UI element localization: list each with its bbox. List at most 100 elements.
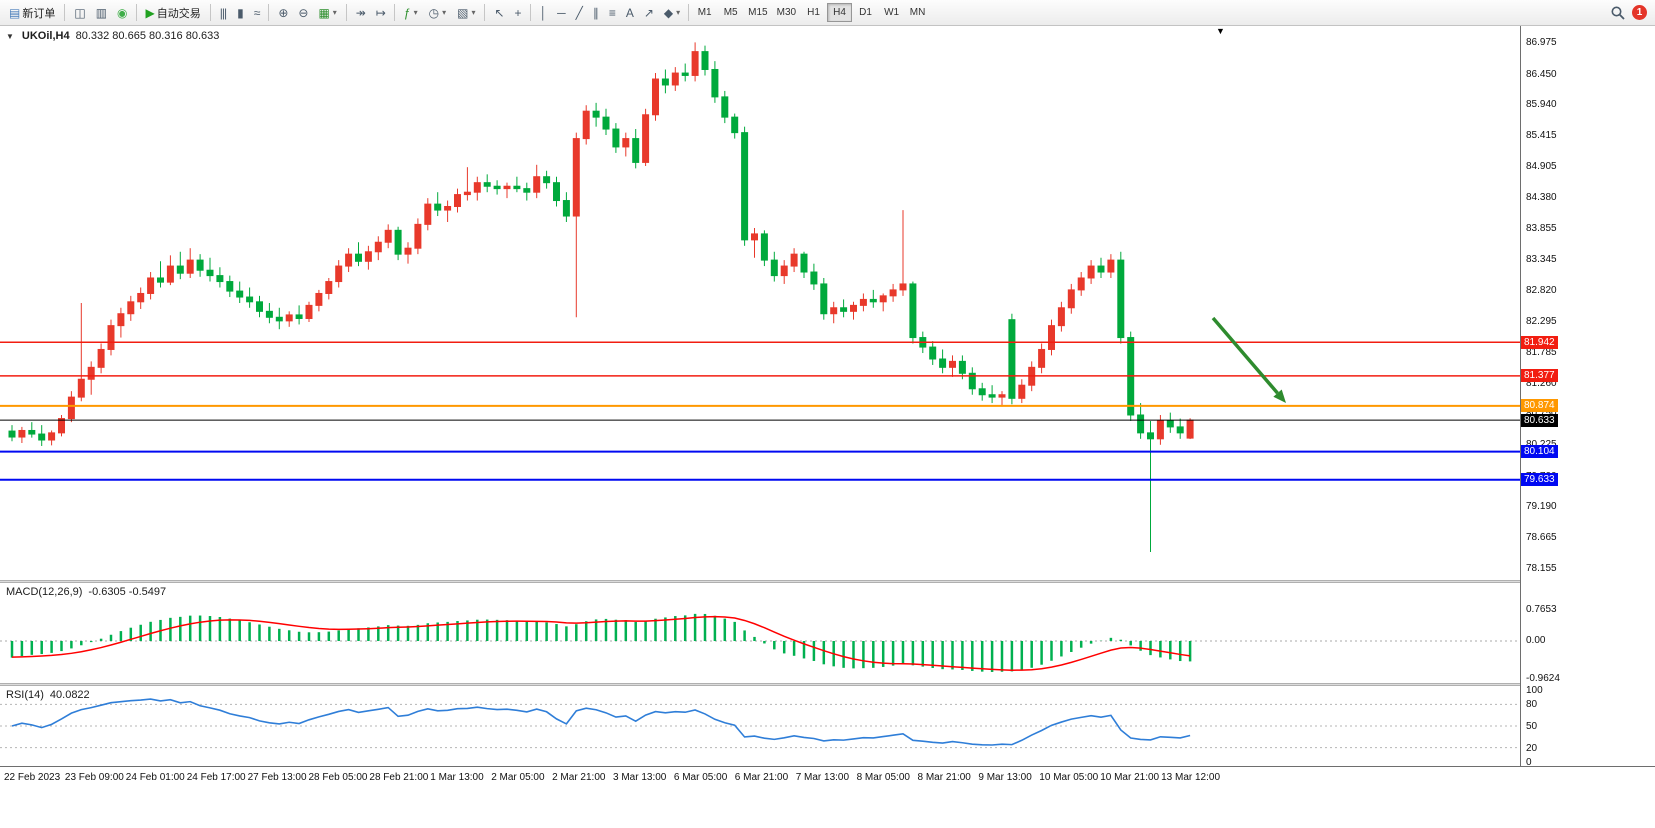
time-axis-scale[interactable]: 22 Feb 2023 23 Feb 09:00 24 Feb 01:00 24 Fe… — [0, 766, 1655, 792]
toolbar-separator — [64, 4, 66, 21]
price-axis-label: 79.190 — [1526, 501, 1557, 513]
channel-button[interactable]: ∥ — [588, 2, 603, 23]
community-button[interactable]: ◉ — [112, 2, 131, 23]
profiles-button[interactable]: ▥ — [91, 2, 111, 23]
rsi-axis-label: 100 — [1526, 685, 1543, 696]
tile-windows-icon: ▦ — [318, 5, 329, 20]
trend-arrow-annotation[interactable] — [1211, 316, 1286, 403]
horizontal-line-button[interactable]: ─ — [552, 2, 570, 23]
text-icon: A — [625, 5, 634, 20]
cursor-icon: ↖ — [494, 5, 504, 20]
time-axis-label: 22 Feb 2023 — [4, 772, 61, 783]
chart-symbol-label: UKOil,H4 — [21, 30, 70, 42]
templates-button[interactable]: ▧ ▾ — [452, 2, 480, 23]
rsi-axis-label: 20 — [1526, 742, 1538, 754]
vertical-line-button[interactable]: │ — [535, 2, 552, 23]
pane-splitter[interactable] — [0, 683, 1655, 686]
timeframe-button-h4[interactable]: H4 — [827, 3, 853, 22]
timeframe-button-m15[interactable]: M15 — [744, 3, 771, 22]
time-axis-label: 2 Mar 21:00 — [552, 772, 606, 783]
candlestick-chart-icon: ▮ — [237, 5, 244, 20]
rsi-canvas[interactable] — [0, 686, 1520, 766]
rsi-label: RSI(14) — [6, 689, 44, 701]
chart-shift-icon: ↦ — [375, 5, 386, 20]
rsi-line — [11, 698, 1191, 746]
auto-trading-button[interactable]: ▶ 自动交易 — [141, 2, 206, 23]
macd-axis-label: 0.7653 — [1526, 604, 1557, 616]
price-line-tag: 80.633 — [1521, 413, 1558, 427]
zoom-out-icon: ⊖ — [298, 5, 308, 20]
timeframe-button-h1[interactable]: H1 — [801, 3, 826, 22]
time-axis-label: 10 Mar 05:00 — [1039, 772, 1099, 783]
fibonacci-icon: ≡ — [608, 5, 616, 20]
toolbar-separator — [209, 4, 211, 21]
shapes-button[interactable]: ◆ ▾ — [659, 2, 685, 23]
crosshair-button[interactable]: + — [510, 2, 526, 23]
macd-axis-label: 0.00 — [1526, 635, 1546, 646]
toolbar-separator — [268, 4, 270, 21]
timeframe-button-mn[interactable]: MN — [905, 3, 930, 22]
periods-button[interactable]: ◷ ▾ — [424, 2, 452, 23]
fibonacci-button[interactable]: ≡ — [604, 2, 620, 23]
toolbar-buttons: ▤ 新订单 ◫ ▥ ◉ ▶ 自动交易 ||| ▮ ≈ ⊕ ⊖ ▦ ▾ ↠ ↦ ƒ ▾ ◷ ▾ ▧ ▾ ↖ + │ ─ ╱ ∥ ≡ A ↗ ◆ ▾ — [4, 2, 685, 23]
candlestick-chart-button[interactable]: ▮ — [232, 2, 248, 23]
new-order-button[interactable]: ▤ 新订单 — [4, 2, 60, 23]
price-chart-canvas[interactable] — [0, 26, 1520, 580]
price-axis-label: 84.905 — [1526, 160, 1557, 172]
timeframe-button-m30[interactable]: M30 — [773, 3, 800, 22]
price-axis-label: 82.295 — [1526, 316, 1557, 328]
timeframe-button-d1[interactable]: D1 — [853, 3, 878, 22]
line-chart-button[interactable]: ≈ — [249, 2, 265, 23]
one-click-trading-toggle-icon[interactable]: ▼ — [6, 31, 14, 41]
macd-axis-label: -0.9624 — [1526, 673, 1560, 685]
trendline-button[interactable]: ╱ — [571, 2, 587, 23]
price-axis-label: 82.820 — [1526, 284, 1557, 296]
new-chart-button[interactable]: ◫ — [69, 2, 89, 23]
tile-windows-button[interactable]: ▦ ▾ — [313, 2, 341, 23]
time-axis-label: 3 Mar 13:00 — [613, 772, 667, 783]
time-axis-label: 24 Feb 17:00 — [186, 772, 246, 783]
zoom-out-button[interactable]: ⊖ — [293, 2, 312, 23]
pane-splitter[interactable] — [0, 580, 1655, 583]
time-axis-label: 28 Feb 21:00 — [369, 772, 429, 783]
price-axis-label: 78.155 — [1526, 562, 1557, 574]
arrows-button[interactable]: ↗ — [639, 2, 658, 23]
zoom-in-button[interactable]: ⊕ — [273, 2, 292, 23]
indicators-button[interactable]: ƒ ▾ — [399, 2, 423, 23]
timeframe-button-w1[interactable]: W1 — [879, 3, 904, 22]
channel-icon: ∥ — [592, 5, 599, 20]
macd-signal-line — [11, 615, 1191, 671]
bar-chart-icon: ||| — [219, 5, 227, 20]
toolbar-separator — [393, 4, 395, 21]
time-axis-label: 2 Mar 05:00 — [491, 772, 545, 783]
auto-scroll-icon: ↠ — [355, 5, 366, 20]
price-axis-label: 81.260 — [1526, 377, 1557, 389]
bar-chart-button[interactable]: ||| — [215, 2, 231, 23]
price-axis-label: 83.345 — [1526, 253, 1557, 265]
timeframe-button-m1[interactable]: M1 — [692, 3, 717, 22]
rsi-axis-label: 80 — [1526, 699, 1538, 711]
chart-shift-button[interactable]: ↦ — [371, 2, 390, 23]
macd-canvas[interactable] — [0, 583, 1520, 683]
text-button[interactable]: A — [621, 2, 638, 23]
time-axis-label: 6 Mar 05:00 — [673, 772, 728, 783]
price-axis-scale[interactable] — [1520, 26, 1655, 766]
dropdown-arrow-icon: ▾ — [413, 8, 418, 17]
dropdown-arrow-icon: ▾ — [442, 8, 447, 17]
vertical-line-icon: │ — [539, 5, 547, 20]
time-axis-label: 9 Mar 13:00 — [978, 772, 1032, 783]
price-line-tag: 79.633 — [1521, 473, 1558, 487]
dropdown-arrow-icon: ▾ — [471, 8, 476, 17]
macd-header: MACD(12,26,9) -0.6305 -0.5497 — [6, 586, 166, 598]
notification-badge[interactable]: 1 — [1632, 5, 1647, 20]
auto-scroll-button[interactable]: ↠ — [351, 2, 370, 23]
timeframe-button-m5[interactable]: M5 — [718, 3, 743, 22]
price-axis-label: 84.380 — [1526, 191, 1557, 203]
new-order-icon: ▤ — [9, 5, 20, 20]
price-line-tag: 81.377 — [1521, 369, 1558, 383]
cursor-button[interactable]: ↖ — [489, 2, 508, 23]
templates-icon: ▧ — [457, 5, 468, 20]
price-line-tag: 80.874 — [1521, 399, 1558, 413]
search-icon[interactable] — [1610, 5, 1626, 21]
crosshair-icon: + — [514, 5, 522, 20]
